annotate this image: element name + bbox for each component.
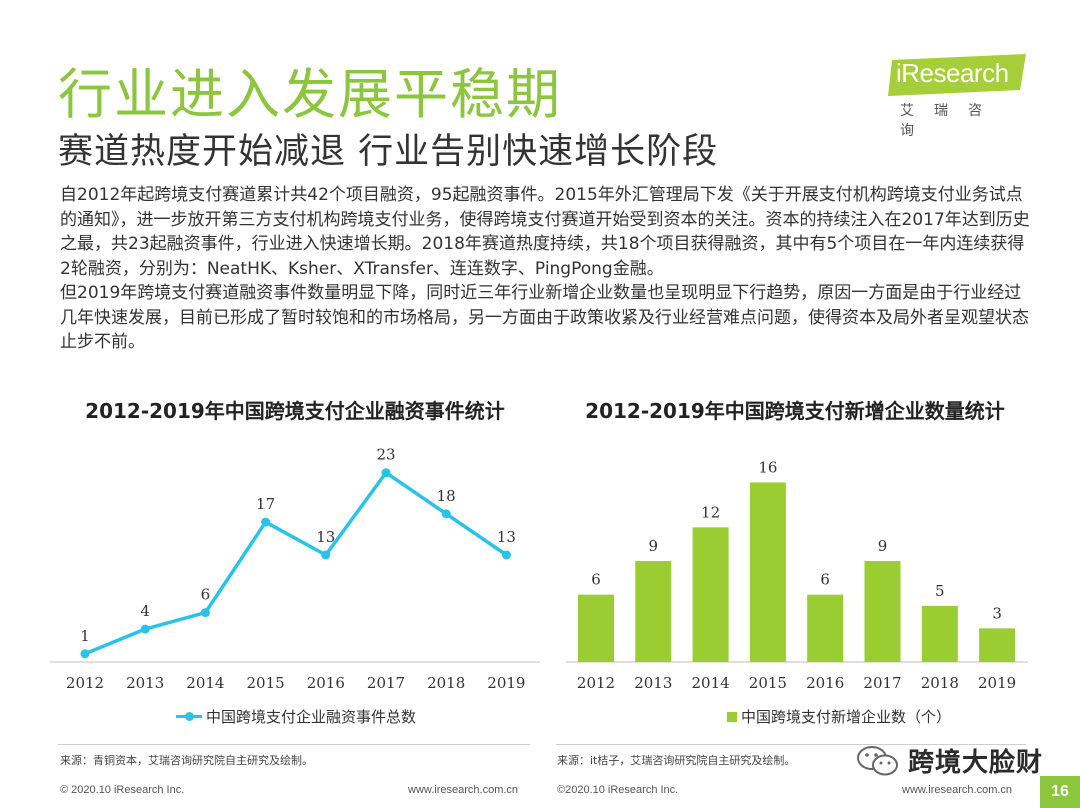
series-line [84, 470, 508, 656]
bar [635, 561, 672, 662]
legend-bar-label: 中国跨境支付新增企业数（个） [741, 708, 952, 726]
x-tick-label: 2014 [186, 674, 224, 692]
data-label: 12 [701, 503, 720, 521]
data-point [261, 517, 271, 527]
line-chart: 1 2012 4 2013 6 2014 17 2015 13 2016 23 2017 18 2018 1… [50, 446, 540, 692]
data-point [80, 649, 90, 659]
bar-chart-title: 2012-2019年中国跨境支付新增企业数量统计 [585, 399, 1005, 423]
logo-brand-text: iResearch [896, 58, 1009, 88]
data-point [381, 468, 391, 478]
logo-cn-text: 艾瑞咨询 [900, 103, 1002, 139]
data-label: 13 [316, 528, 335, 546]
data-point [321, 550, 331, 560]
bar [692, 527, 729, 662]
bar [807, 594, 844, 662]
data-point [200, 608, 210, 618]
bar-chart: 6 2012 9 2013 12 2014 16 2015 6 2016 9 2017 5 2018 3 20… [566, 458, 1028, 692]
footer-copyright-right: ©2020.10 iResearch Inc. [557, 784, 679, 796]
x-tick-label: 2018 [427, 674, 465, 692]
data-label: 13 [497, 528, 516, 546]
paragraph-1: 自2012年起跨境支付赛道累计共42个项目融资，95起融资事件。2015年外汇管… [60, 185, 1030, 279]
x-tick-label: 2012 [577, 674, 615, 692]
data-point [501, 550, 511, 560]
bar [864, 561, 901, 662]
data-label: 3 [992, 604, 1002, 622]
data-label: 17 [256, 495, 275, 513]
x-tick-label: 2016 [806, 674, 844, 692]
footer-url-left: www.iresearch.com.cn [408, 784, 519, 796]
data-label: 4 [140, 602, 150, 620]
watermark: 跨境大脸财 [856, 742, 1043, 779]
legend-line-marker [176, 711, 202, 721]
bar-chart-legend: 中国跨境支付新增企业数（个） [727, 706, 951, 727]
legend-bar-marker [727, 711, 737, 722]
x-tick-label: 2014 [692, 674, 730, 692]
bar [921, 605, 958, 662]
line-chart-title: 2012-2019年中国跨境支付企业融资事件统计 [85, 399, 505, 423]
x-tick-label: 2015 [247, 674, 285, 692]
source-left: 来源：青铜资本，艾瑞咨询研究院自主研究及绘制。 [60, 754, 313, 767]
x-tick-label: 2019 [487, 674, 525, 692]
data-label: 16 [758, 458, 777, 476]
footer-copyright-left: © 2020.10 iResearch Inc. [60, 784, 185, 796]
data-label: 6 [820, 571, 830, 589]
data-label: 6 [591, 571, 601, 589]
source-divider-left [58, 744, 530, 745]
data-label: 1 [80, 627, 90, 645]
x-tick-label: 2019 [978, 674, 1016, 692]
data-point [140, 624, 150, 634]
x-tick-label: 2017 [863, 674, 901, 692]
wechat-icon [857, 745, 898, 775]
page-number: 16 [1040, 776, 1080, 808]
body-text: 自2012年起跨境支付赛道累计共42个项目融资，95起融资事件。2015年外汇管… [60, 183, 1030, 355]
data-label: 9 [878, 537, 888, 555]
line-chart-legend: 中国跨境支付企业融资事件总数 [176, 706, 416, 727]
data-point [441, 509, 451, 519]
page-subtitle: 赛道热度开始减退 行业告别快速增长阶段 [58, 132, 719, 172]
legend-line-label: 中国跨境支付企业融资事件总数 [206, 708, 417, 726]
x-tick-label: 2013 [126, 674, 164, 692]
x-tick-label: 2013 [634, 674, 672, 692]
x-tick-label: 2017 [367, 674, 405, 692]
paragraph-2: 但2019年跨境支付赛道融资事件数量明显下降，同时近三年行业新增企业数量也呈现明… [60, 283, 1029, 352]
source-right: 来源：it桔子，艾瑞咨询研究院自主研究及绘制。 [557, 754, 796, 767]
data-label: 5 [935, 582, 945, 600]
source-divider-right [556, 744, 1026, 745]
bar [749, 482, 786, 662]
x-tick-label: 2018 [921, 674, 959, 692]
data-label: 18 [437, 487, 456, 505]
logo-badge-shape [888, 54, 1026, 96]
x-tick-label: 2015 [749, 674, 787, 692]
iresearch-logo: iResearch 艾瑞咨询 [888, 54, 1028, 139]
watermark-text: 跨境大脸财 [908, 748, 1044, 778]
data-label: 23 [376, 446, 395, 464]
data-label: 9 [649, 537, 659, 555]
x-tick-label: 2012 [66, 674, 104, 692]
footer-url-right: www.iresearch.com.cn [902, 784, 1013, 796]
data-label: 6 [201, 586, 211, 604]
bar [578, 594, 614, 662]
bar [979, 628, 1016, 662]
x-tick-label: 2016 [307, 674, 345, 692]
page-title: 行业进入发展平稳期 [58, 63, 562, 126]
